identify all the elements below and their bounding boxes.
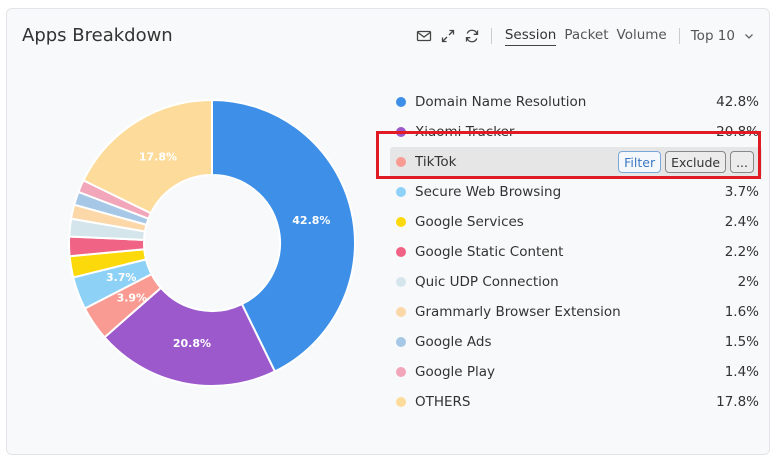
legend-label: Google Services [415, 214, 524, 230]
slice-label-xiaomi-tracker: 20.8% [173, 337, 211, 350]
row-actions: Filter Exclude... [618, 151, 754, 173]
slice-label-tiktok: 3.9% [117, 292, 148, 305]
legend-label: Domain Name Resolution [415, 94, 587, 110]
legend-dot [396, 97, 406, 107]
legend-value: 2.4% [724, 214, 759, 230]
slice-label-others: 17.8% [139, 151, 177, 164]
legend-value: 1.5% [724, 334, 759, 350]
chevron-down-icon [745, 34, 753, 39]
donut-chart: 42.8% 20.8% 3.9% 3.7% 17.8% [68, 98, 356, 387]
legend: Domain Name Resolution 42.8% Xiaomi Tracke… [390, 87, 762, 417]
legend-value: 17.8% [716, 394, 759, 410]
filter-button[interactable]: Filter [618, 151, 662, 173]
widget-title: Apps Breakdown [22, 25, 173, 46]
legend-value: 1.6% [724, 304, 759, 320]
legend-dot [396, 217, 406, 227]
refresh-icon[interactable] [463, 27, 481, 45]
exclude-button[interactable]: Exclude [665, 151, 727, 173]
legend-dot [396, 277, 406, 287]
slice-others[interactable] [82, 98, 213, 215]
legend-dot [396, 157, 406, 167]
toolbar-divider [490, 28, 492, 44]
legend-item-domain-name-resolution[interactable]: Domain Name Resolution 42.8% [390, 87, 762, 117]
legend-dot [396, 187, 406, 197]
legend-item-quic-udp-connection[interactable]: Quic UDP Connection 2% [390, 267, 762, 297]
legend-item-secure-web-browsing[interactable]: Secure Web Browsing 3.7% [390, 177, 762, 207]
apps-breakdown-card: Apps Breakdown Session Packet Volume Top… [6, 8, 770, 455]
legend-label: TikTok [415, 154, 457, 170]
legend-dot [396, 337, 406, 347]
tab-volume[interactable]: Volume [616, 27, 667, 43]
legend-label: Grammarly Browser Extension [415, 304, 621, 320]
slice-label-domain-name-resolution: 42.8% [292, 214, 330, 227]
legend-label: Google Ads [415, 334, 492, 350]
legend-value: 20.8% [716, 124, 759, 140]
toolbar: Session Packet Volume Top 10 [415, 26, 755, 46]
legend-value: 42.8% [716, 94, 759, 110]
legend-item-xiaomi-tracker[interactable]: Xiaomi Tracker 20.8% [390, 117, 762, 147]
legend-item-google-play[interactable]: Google Play 1.4% [390, 357, 762, 387]
mail-icon[interactable] [415, 27, 433, 45]
legend-item-google-ads[interactable]: Google Ads 1.5% [390, 327, 762, 357]
more-actions-button[interactable]: ... [730, 151, 754, 173]
legend-item-grammarly-browser-extension[interactable]: Grammarly Browser Extension 1.6% [390, 297, 762, 327]
legend-value: 1.4% [724, 364, 759, 380]
legend-dot [396, 127, 406, 137]
legend-item-google-static-content[interactable]: Google Static Content 2.2% [390, 237, 762, 267]
legend-dot [396, 367, 406, 377]
legend-value: 2.2% [724, 244, 759, 260]
legend-label: Quic UDP Connection [415, 274, 559, 290]
legend-value: 2% [737, 274, 759, 290]
legend-label: Secure Web Browsing [415, 184, 562, 200]
legend-dot [396, 307, 406, 317]
expand-icon[interactable] [439, 27, 457, 45]
legend-dot [396, 247, 406, 257]
slice-domain-name-resolution[interactable] [211, 98, 356, 373]
legend-label: OTHERS [415, 394, 471, 410]
legend-item-tiktok[interactable]: TikTok Filter Exclude... [390, 147, 762, 177]
tab-packet[interactable]: Packet [564, 27, 609, 43]
legend-dot [396, 397, 406, 407]
toolbar-divider [678, 28, 680, 44]
legend-item-others[interactable]: OTHERS 17.8% [390, 387, 762, 417]
top-n-select[interactable]: Top 10 [691, 28, 755, 44]
legend-label: Google Static Content [415, 244, 564, 260]
top-n-value: Top 10 [690, 28, 735, 44]
legend-label: Xiaomi Tracker [415, 124, 515, 140]
tab-session[interactable]: Session [504, 27, 557, 46]
legend-value: 3.7% [724, 184, 759, 200]
slice-label-secure-web-browsing: 3.7% [106, 271, 137, 284]
legend-label: Google Play [415, 364, 496, 380]
legend-item-google-services[interactable]: Google Services 2.4% [390, 207, 762, 237]
slice-xiaomi-tracker[interactable] [103, 286, 277, 387]
